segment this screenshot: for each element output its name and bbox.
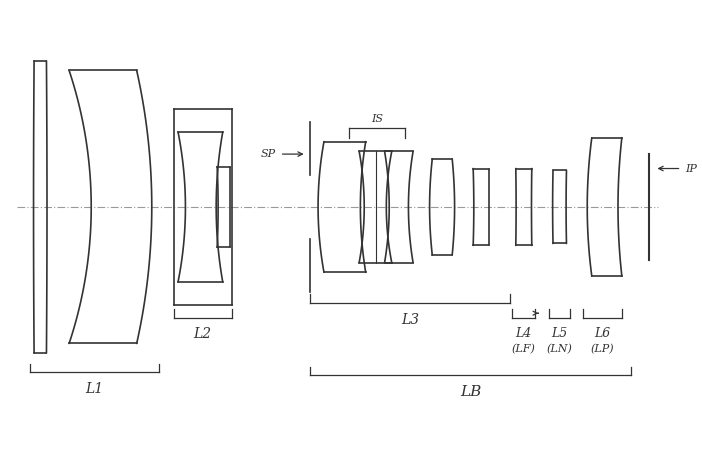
Text: L4: L4 <box>516 327 532 340</box>
Text: SP: SP <box>260 149 276 159</box>
Text: (LN): (LN) <box>546 345 572 355</box>
Text: (LP): (LP) <box>591 345 614 355</box>
Text: L3: L3 <box>402 313 419 327</box>
Text: (LF): (LF) <box>512 345 536 355</box>
Text: LB: LB <box>461 385 482 399</box>
Text: IP: IP <box>685 164 697 174</box>
Text: L5: L5 <box>551 327 567 340</box>
Text: L6: L6 <box>595 327 611 340</box>
Text: IS: IS <box>371 114 383 124</box>
Text: L2: L2 <box>194 327 212 341</box>
Text: L1: L1 <box>85 382 103 396</box>
